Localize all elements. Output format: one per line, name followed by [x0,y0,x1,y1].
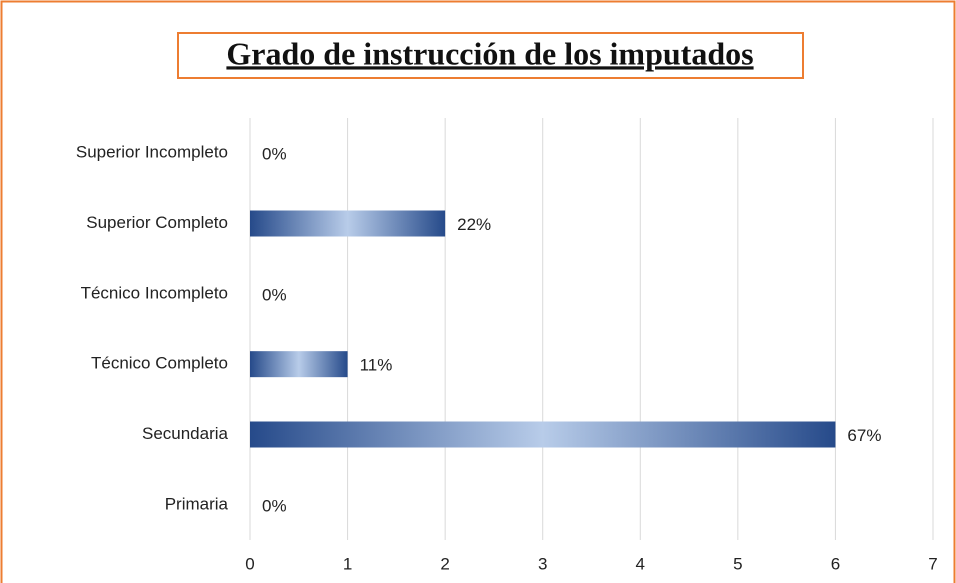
chart-title: Grado de instrucción de los imputados [226,35,753,71]
x-tick-label: 5 [733,554,742,573]
data-label: 67% [847,426,881,445]
data-label: 0% [262,285,287,304]
x-tick-label: 0 [245,554,254,573]
y-tick-label: Técnico Incompleto [81,283,228,302]
y-tick-label: Superior Completo [86,213,228,232]
y-tick-label: Técnico Completo [91,354,228,373]
x-tick-label: 6 [831,554,840,573]
data-label: 0% [262,496,287,515]
x-tick-label: 7 [928,554,937,573]
bar [250,351,348,378]
y-tick-label: Primaria [165,494,229,513]
x-tick-label: 4 [636,554,645,573]
bar [250,210,446,237]
y-tick-label: Superior Incompleto [76,143,228,162]
title-box [177,32,804,79]
data-label: 22% [457,215,491,234]
y-tick-label: Secundaria [142,424,229,443]
x-tick-label: 3 [538,554,547,573]
bar [250,421,836,448]
x-tick-label: 2 [440,554,449,573]
data-label: 11% [360,356,393,375]
x-tick-label: 1 [343,554,352,573]
data-label: 0% [262,145,287,164]
